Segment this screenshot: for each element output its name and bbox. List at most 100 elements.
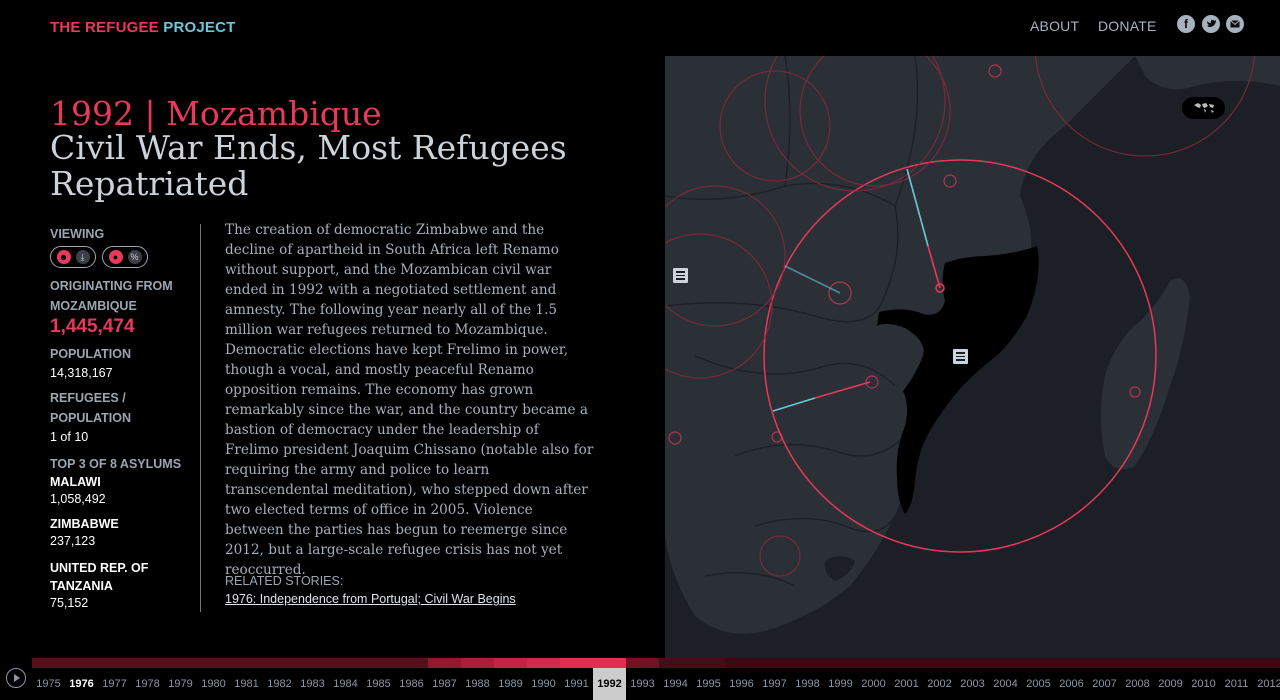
timeline-year-1978[interactable]: 1978 xyxy=(135,678,160,690)
world-view-button[interactable] xyxy=(1182,97,1225,119)
timeline-bar-1976[interactable] xyxy=(65,658,98,668)
timeline-year-2007[interactable]: 2007 xyxy=(1092,678,1117,690)
timeline-bar-1984[interactable] xyxy=(329,658,362,668)
asylum-name: MALAWI xyxy=(50,475,101,489)
timeline-bar-1997[interactable] xyxy=(758,658,791,668)
view-percent-toggle[interactable]: ● % xyxy=(102,246,148,268)
timeline-year-1979[interactable]: 1979 xyxy=(168,678,193,690)
timeline-year-2011[interactable]: 2011 xyxy=(1224,678,1249,690)
timeline-bar-1989[interactable] xyxy=(494,658,527,668)
timeline-year-1981[interactable]: 1981 xyxy=(234,678,259,690)
timeline-year-1980[interactable]: 1980 xyxy=(201,678,226,690)
timeline-year-2004[interactable]: 2004 xyxy=(993,678,1018,690)
timeline-bar-2011[interactable] xyxy=(1220,658,1253,668)
timeline-bars xyxy=(32,658,1280,668)
timeline-bar-2007[interactable] xyxy=(1088,658,1121,668)
timeline-year-1990[interactable]: 1990 xyxy=(531,678,556,690)
timeline: 1975 1976 1977 1978 1979 1980 1981 1982 1983 1984… xyxy=(0,658,1280,700)
population-label: POPULATION xyxy=(50,347,132,361)
facebook-icon[interactable]: f xyxy=(1177,15,1195,33)
timeline-year-1983[interactable]: 1983 xyxy=(300,678,325,690)
timeline-bar-1985[interactable] xyxy=(362,658,395,668)
timeline-bar-1986[interactable] xyxy=(395,658,428,668)
timeline-year-1987[interactable]: 1987 xyxy=(432,678,457,690)
timeline-year-1996[interactable]: 1996 xyxy=(729,678,754,690)
timeline-bar-2009[interactable] xyxy=(1154,658,1187,668)
timeline-bar-1994[interactable] xyxy=(659,658,692,668)
timeline-bar-2004[interactable] xyxy=(989,658,1022,668)
timeline-bar-2000[interactable] xyxy=(857,658,890,668)
timeline-year-1989[interactable]: 1989 xyxy=(498,678,523,690)
timeline-bar-1992[interactable] xyxy=(593,658,626,668)
originating-value: 1,445,474 xyxy=(50,316,135,337)
timeline-bar-1991[interactable] xyxy=(560,658,593,668)
twitter-icon[interactable] xyxy=(1202,15,1220,33)
timeline-year-1982[interactable]: 1982 xyxy=(267,678,292,690)
viewing-label: VIEWING xyxy=(50,227,105,241)
timeline-year-1995[interactable]: 1995 xyxy=(696,678,721,690)
timeline-bar-1998[interactable] xyxy=(791,658,824,668)
view-count-toggle[interactable]: ☻ ⤓ xyxy=(50,246,96,268)
ratio-label-2: POPULATION xyxy=(50,411,132,425)
timeline-bar-1980[interactable] xyxy=(197,658,230,668)
timeline-bar-1982[interactable] xyxy=(263,658,296,668)
timeline-year-1975[interactable]: 1975 xyxy=(36,678,61,690)
timeline-year-2006[interactable]: 2006 xyxy=(1059,678,1084,690)
timeline-year-1991[interactable]: 1991 xyxy=(564,678,589,690)
logo[interactable]: THE REFUGEE PROJECT xyxy=(50,19,236,36)
timeline-bar-2008[interactable] xyxy=(1121,658,1154,668)
madagascar-landmass xyxy=(1101,278,1190,470)
timeline-bar-1990[interactable] xyxy=(527,658,560,668)
timeline-bar-1987[interactable] xyxy=(428,658,461,668)
play-button[interactable] xyxy=(6,668,26,688)
document-icon[interactable] xyxy=(673,268,688,283)
timeline-bar-1977[interactable] xyxy=(98,658,131,668)
timeline-year-1999[interactable]: 1999 xyxy=(828,678,853,690)
timeline-year-2001[interactable]: 2001 xyxy=(894,678,919,690)
timeline-year-2008[interactable]: 2008 xyxy=(1125,678,1150,690)
timeline-bar-2012[interactable] xyxy=(1253,658,1280,668)
timeline-bar-1995[interactable] xyxy=(692,658,725,668)
timeline-bar-2005[interactable] xyxy=(1022,658,1055,668)
timeline-year-1988[interactable]: 1988 xyxy=(465,678,490,690)
timeline-bar-1988[interactable] xyxy=(461,658,494,668)
timeline-year-1992[interactable]: 1992 xyxy=(593,668,626,700)
timeline-year-2000[interactable]: 2000 xyxy=(861,678,886,690)
nav-about-link[interactable]: ABOUT xyxy=(1030,18,1080,34)
timeline-year-1977[interactable]: 1977 xyxy=(102,678,127,690)
timeline-bar-2006[interactable] xyxy=(1055,658,1088,668)
timeline-year-1993[interactable]: 1993 xyxy=(630,678,655,690)
timeline-bar-1993[interactable] xyxy=(626,658,659,668)
related-story-link[interactable]: 1976: Independence from Portugal; Civil … xyxy=(225,592,516,606)
timeline-year-1984[interactable]: 1984 xyxy=(333,678,358,690)
timeline-bar-2002[interactable] xyxy=(923,658,956,668)
timeline-bar-2003[interactable] xyxy=(956,658,989,668)
timeline-year-2010[interactable]: 2010 xyxy=(1191,678,1216,690)
timeline-year-1985[interactable]: 1985 xyxy=(366,678,391,690)
timeline-year-1998[interactable]: 1998 xyxy=(795,678,820,690)
timeline-bar-1983[interactable] xyxy=(296,658,329,668)
asylum-radius-circle xyxy=(763,159,1157,553)
timeline-bar-1981[interactable] xyxy=(230,658,263,668)
timeline-year-1976[interactable]: 1976 xyxy=(69,678,94,690)
timeline-year-1994[interactable]: 1994 xyxy=(663,678,688,690)
timeline-year-2005[interactable]: 2005 xyxy=(1026,678,1051,690)
timeline-bar-2001[interactable] xyxy=(890,658,923,668)
timeline-year-1986[interactable]: 1986 xyxy=(399,678,424,690)
email-icon[interactable] xyxy=(1226,15,1244,33)
timeline-bar-2010[interactable] xyxy=(1187,658,1220,668)
timeline-bar-1975[interactable] xyxy=(32,658,65,668)
nav-donate-link[interactable]: DONATE xyxy=(1098,18,1157,34)
map-canvas xyxy=(665,56,1280,634)
timeline-year-2002[interactable]: 2002 xyxy=(927,678,952,690)
timeline-bar-1979[interactable] xyxy=(164,658,197,668)
timeline-bar-1999[interactable] xyxy=(824,658,857,668)
timeline-bar-1996[interactable] xyxy=(725,658,758,668)
timeline-year-1997[interactable]: 1997 xyxy=(762,678,787,690)
timeline-bar-1978[interactable] xyxy=(131,658,164,668)
timeline-year-2012[interactable]: 2012 xyxy=(1257,678,1280,690)
timeline-year-2009[interactable]: 2009 xyxy=(1158,678,1183,690)
map[interactable] xyxy=(665,56,1280,658)
document-icon[interactable] xyxy=(953,349,968,364)
timeline-year-2003[interactable]: 2003 xyxy=(960,678,985,690)
